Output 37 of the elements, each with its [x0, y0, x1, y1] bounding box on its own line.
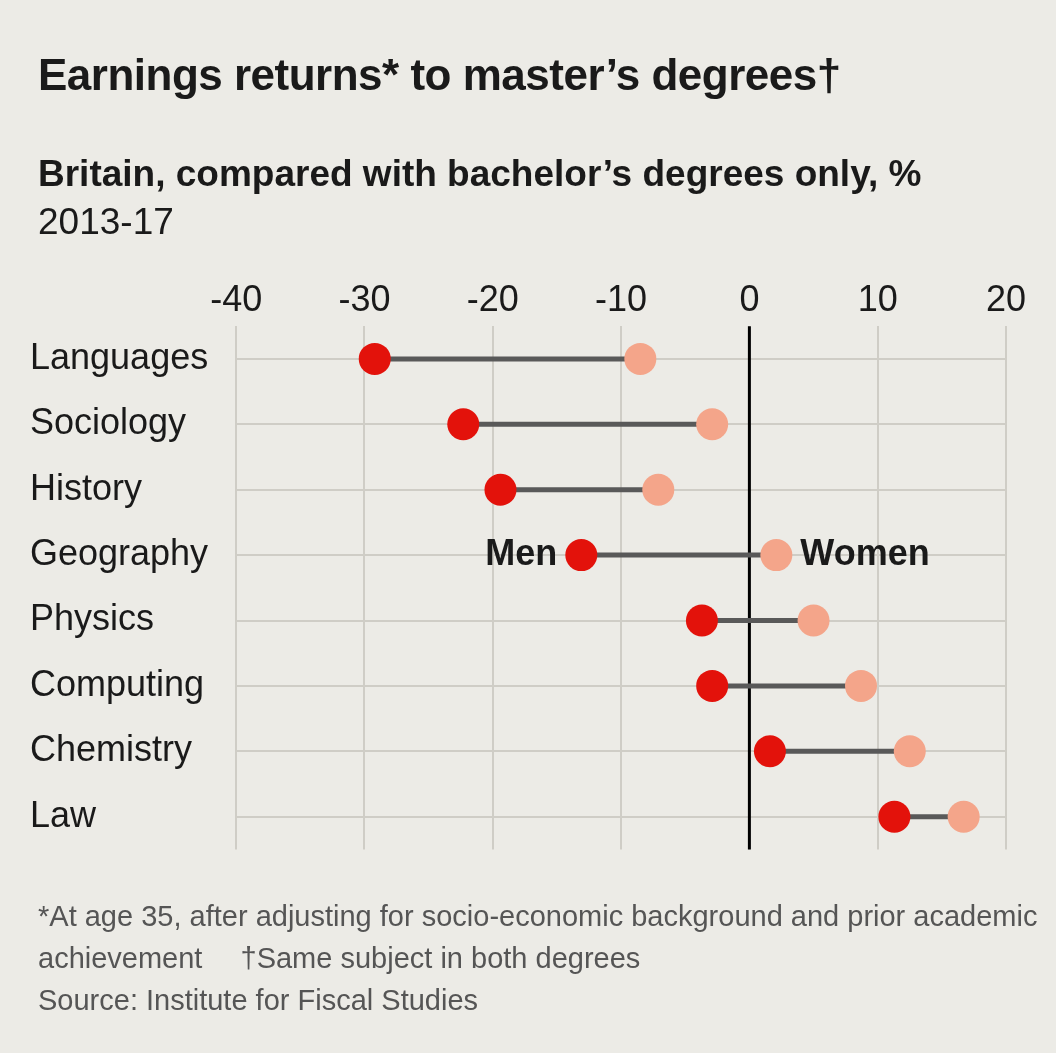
x-tick-label: -20 — [466, 277, 519, 319]
chart-title: Earnings returns* to master’s degrees† — [38, 50, 841, 100]
point — [696, 669, 729, 702]
x-tick-label: -40 — [210, 277, 263, 319]
point — [696, 408, 729, 441]
x-tick-label: 10 — [857, 277, 898, 319]
point — [565, 539, 598, 572]
point — [845, 669, 878, 702]
y-tick-label: Physics — [30, 597, 155, 639]
point — [760, 539, 793, 572]
point — [753, 735, 786, 768]
point — [797, 604, 830, 637]
y-tick-label: Geography — [30, 532, 209, 574]
point — [447, 408, 480, 441]
series-label: Women — [800, 532, 930, 574]
y-tick-label: History — [30, 466, 143, 508]
point — [358, 342, 391, 375]
x-tick-label: 0 — [739, 277, 760, 319]
point — [685, 604, 718, 637]
series-label: Men — [485, 532, 558, 574]
chart-subtitle: Britain, compared with bachelor’s degrees only, % 2013-17 — [38, 152, 922, 244]
point — [878, 800, 911, 833]
point — [642, 473, 675, 506]
y-tick-label: Law — [30, 793, 98, 835]
source-note: Source: Institute for Fiscal Studies — [38, 983, 480, 1018]
y-tick-label: Languages — [30, 335, 209, 377]
point — [624, 342, 657, 375]
y-tick-label: Computing — [30, 662, 205, 704]
point — [893, 735, 926, 768]
y-tick-label: Chemistry — [30, 728, 193, 770]
text: †Same subject in both degrees — [240, 942, 641, 974]
x-tick-label: -10 — [595, 277, 648, 319]
x-tick-label: 20 — [985, 277, 1027, 319]
point — [484, 473, 517, 506]
point — [947, 800, 980, 833]
y-tick-label: Sociology — [30, 401, 187, 443]
x-tick-label: -30 — [338, 277, 391, 319]
